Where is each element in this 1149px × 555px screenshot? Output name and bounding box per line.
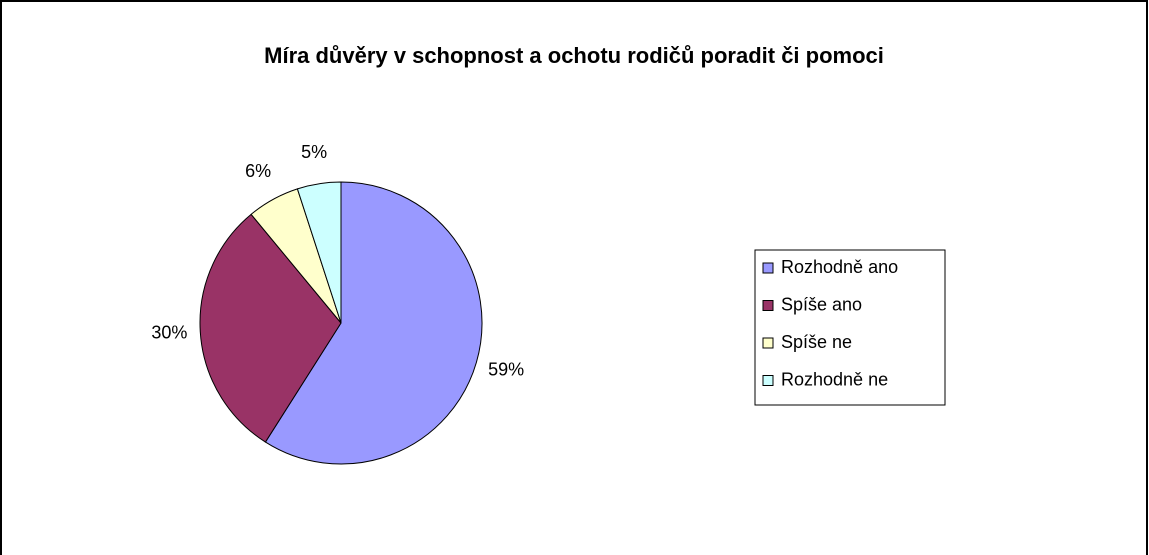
data-label: 5% bbox=[301, 142, 327, 162]
legend-label: Rozhodně ne bbox=[781, 369, 888, 389]
legend-label: Spíše ano bbox=[781, 294, 862, 314]
legend-swatch bbox=[762, 262, 774, 274]
data-label: 59% bbox=[488, 360, 524, 380]
pie-slice bbox=[199, 213, 342, 443]
legend-label: Spíše ne bbox=[781, 332, 852, 352]
data-label: 30% bbox=[151, 323, 187, 343]
legend-swatch bbox=[762, 375, 774, 386]
chart-title: Míra důvěry v schopnost a ochotu rodičů … bbox=[264, 43, 884, 68]
legend-swatch bbox=[762, 300, 774, 311]
legend-label: Rozhodně ano bbox=[781, 257, 898, 277]
pie-slice bbox=[296, 181, 342, 324]
pie-slice bbox=[264, 181, 483, 465]
legend-swatch bbox=[762, 337, 774, 349]
legend bbox=[754, 249, 946, 406]
data-label: 6% bbox=[245, 161, 271, 181]
